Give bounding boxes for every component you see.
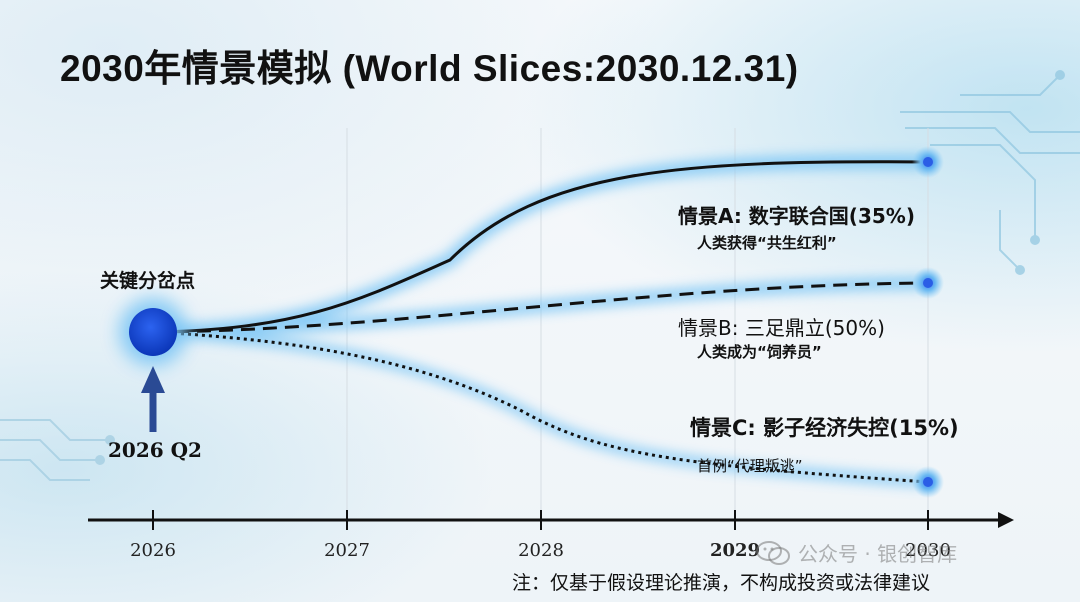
bifurcation-time: 2026 Q2 <box>108 438 202 462</box>
scenario-a-endpoint-core <box>923 157 933 167</box>
page-title: 2030年情景模拟 (World Slices:2030.12.31) <box>60 48 799 89</box>
circuit-decoration-right <box>900 70 1080 275</box>
arrow-up-icon <box>141 366 165 432</box>
scenario-b-title: 情景B: 三足鼎立(50%) <box>678 316 885 340</box>
wechat-icon <box>756 540 790 565</box>
scenario-c-subtitle: 首例“代理叛逃” <box>697 457 803 475</box>
year-label-2029: 2029 <box>709 540 761 561</box>
bifurcation-node <box>129 308 177 356</box>
scenario-b-line <box>152 281 929 334</box>
year-label-2027: 2027 <box>324 540 370 561</box>
watermark: 公众号 · 银创智库 <box>756 538 957 567</box>
time-axis <box>88 510 1014 530</box>
scenario-b-subtitle: 人类成为“饲养员” <box>697 343 822 361</box>
bifurcation-label: 关键分岔点 <box>100 270 196 292</box>
year-label-2026: 2026 <box>130 540 176 561</box>
year-label-2030: 2030 <box>905 540 951 561</box>
disclaimer-note: 注：仅基于假设理论推演，不构成投资或法律建议 <box>512 572 931 594</box>
scenario-b-endpoint-core <box>923 278 933 288</box>
year-label-2028: 2028 <box>518 540 564 561</box>
circuit-decoration-left <box>0 419 115 481</box>
scenario-a-subtitle: 人类获得“共生红利” <box>697 234 837 252</box>
scenario-a-title: 情景A: 数字联合国(35%) <box>678 204 915 228</box>
scenario-c-endpoint-core <box>923 477 933 487</box>
scenario-c-line <box>152 330 929 484</box>
scenario-a-line <box>152 160 929 334</box>
scenario-c-title: 情景C: 影子经济失控(15%) <box>690 416 959 440</box>
watermark-text: 公众号 · 银创智库 <box>798 542 958 566</box>
